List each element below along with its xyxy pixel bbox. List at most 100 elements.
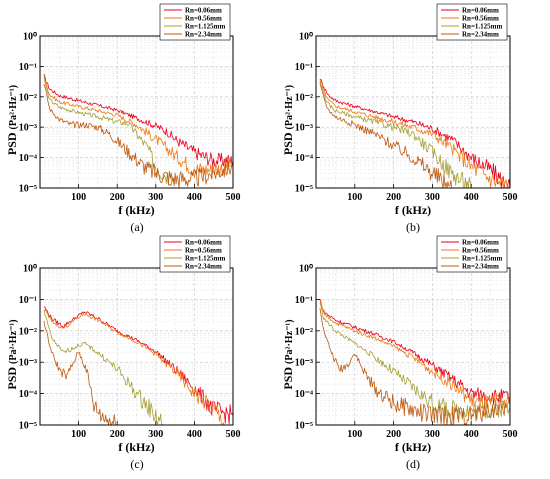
- y-tick-label: 10⁻³: [19, 358, 37, 369]
- legend-entry: Rn=0.06mm: [185, 239, 222, 247]
- y-tick-label: 10⁻³: [295, 123, 313, 134]
- y-tick-label: 10⁻²: [19, 326, 37, 337]
- legend-entry: Rn=1.125mm: [185, 255, 226, 263]
- panel-caption: (a): [130, 220, 143, 234]
- y-axis-label-quantity: PSD: [281, 129, 295, 155]
- x-tick-label: 500: [226, 192, 241, 203]
- legend-entry: Rn=0.06mm: [185, 7, 222, 15]
- x-axis-label: f (kHz): [118, 440, 154, 454]
- y-tick-label: 10⁻⁵: [19, 184, 37, 195]
- y-tick-label: 10⁻¹: [19, 295, 37, 306]
- legend-entry: Rn=1.125mm: [462, 23, 503, 31]
- series-line-1: [319, 78, 511, 189]
- x-tick-label: 400: [187, 429, 202, 440]
- legend-entry: Rn=0.56mm: [185, 15, 222, 23]
- legend-entry: Rn=0.56mm: [462, 247, 499, 255]
- x-tick-label: 500: [503, 192, 518, 203]
- legend-entry: Rn=0.56mm: [185, 247, 222, 255]
- y-tick-label: 10⁻⁴: [19, 389, 37, 400]
- series-line-4: [43, 320, 118, 426]
- y-tick-label: 10⁰: [23, 264, 37, 275]
- series-line-2: [43, 309, 226, 426]
- y-axis-label: PSD (Pa²·Hz⁻¹): [281, 85, 295, 155]
- series-line-1: [319, 298, 511, 405]
- x-tick-label: 400: [187, 192, 202, 203]
- legend-entry: Rn=1.125mm: [185, 23, 226, 31]
- panel-caption: (d): [406, 457, 420, 471]
- x-tick-label: 200: [110, 429, 125, 440]
- chart-panel-c: 100 200 300 400 500 10⁻⁵ 10⁻⁴ 10⁻³ 10⁻² 10⁻¹ 10⁰ f …: [5, 235, 241, 471]
- y-tick-label: 10⁻¹: [19, 62, 37, 73]
- y-axis-label-quantity: PSD: [281, 364, 295, 390]
- x-tick-label: 200: [386, 192, 401, 203]
- y-tick-label: 10⁻⁵: [295, 421, 313, 432]
- x-tick-label: 100: [71, 429, 86, 440]
- panel-caption: (c): [130, 457, 143, 471]
- y-axis-label: PSD (Pa²·Hz⁻¹): [5, 319, 19, 389]
- panel-caption: (b): [406, 220, 420, 234]
- y-axis-label: PSD (Pa²·Hz⁻¹): [5, 85, 19, 155]
- y-axis-label-quantity: PSD: [5, 129, 19, 155]
- y-tick-label: 10⁰: [23, 32, 37, 43]
- y-tick-label: 10⁻¹: [295, 62, 313, 73]
- x-tick-label: 300: [148, 192, 163, 203]
- x-tick-label: 300: [425, 429, 440, 440]
- y-tick-label: 10⁻⁴: [295, 153, 313, 164]
- x-axis-label: f (kHz): [395, 440, 431, 454]
- series-line-4: [319, 307, 511, 426]
- legend-entry: Rn=2.34mm: [185, 31, 222, 39]
- y-tick-label: 10⁻²: [295, 326, 313, 337]
- legend-entry: Rn=2.34mm: [462, 263, 499, 271]
- series-line-2: [319, 299, 511, 409]
- plot-frame: [315, 35, 511, 189]
- x-axis-label: f (kHz): [395, 203, 431, 217]
- x-axis-label: f (kHz): [118, 203, 154, 217]
- series-line-4: [319, 83, 453, 189]
- y-tick-label: 10⁻⁵: [19, 421, 37, 432]
- grid: [316, 36, 510, 189]
- y-tick-label: 10⁻²: [295, 92, 313, 103]
- series-line-3: [43, 310, 164, 426]
- series-line-1: [43, 73, 234, 167]
- chart-panel-b: 100 200 300 400 500 10⁻⁵ 10⁻⁴ 10⁻³ 10⁻² 10⁻¹ 10⁰ f …: [281, 3, 518, 234]
- legend-entry: Rn=2.34mm: [185, 263, 222, 271]
- x-tick-label: 300: [425, 192, 440, 203]
- legend-entry: Rn=2.34mm: [462, 31, 499, 39]
- y-axis-label-units: (Pa²·Hz⁻¹): [284, 319, 295, 364]
- y-axis-label-quantity: PSD: [5, 364, 19, 390]
- plot-frame: [39, 35, 234, 189]
- y-tick-label: 10⁻³: [295, 358, 313, 369]
- y-tick-label: 10⁻⁴: [19, 153, 37, 164]
- x-tick-label: 200: [386, 429, 401, 440]
- x-tick-label: 500: [226, 429, 241, 440]
- y-tick-label: 10⁻¹: [295, 295, 313, 306]
- y-tick-label: 10⁰: [299, 264, 313, 275]
- x-tick-label: 100: [347, 429, 362, 440]
- series-line-4: [43, 83, 234, 189]
- x-tick-label: 500: [503, 429, 518, 440]
- y-axis-label-units: (Pa²·Hz⁻¹): [8, 319, 19, 364]
- chart-panel-d: 100 200 300 400 500 10⁻⁵ 10⁻⁴ 10⁻³ 10⁻² 10⁻¹ 10⁰ f …: [281, 235, 518, 471]
- legend-entry: Rn=0.06mm: [462, 7, 499, 15]
- y-tick-label: 10⁻³: [19, 123, 37, 134]
- y-tick-label: 10⁰: [299, 32, 313, 43]
- y-tick-label: 10⁻⁵: [295, 184, 313, 195]
- y-axis-label-units: (Pa²·Hz⁻¹): [8, 85, 19, 130]
- y-axis-label: PSD (Pa²·Hz⁻¹): [281, 319, 295, 389]
- y-tick-label: 10⁻²: [19, 92, 37, 103]
- x-tick-label: 100: [71, 192, 86, 203]
- series-line-3: [319, 81, 472, 189]
- series-line-2: [319, 79, 510, 189]
- x-tick-label: 100: [347, 192, 362, 203]
- y-axis-label-units: (Pa²·Hz⁻¹): [284, 85, 295, 130]
- x-tick-label: 200: [110, 192, 125, 203]
- grid: [316, 268, 510, 426]
- legend-entry: Rn=0.06mm: [462, 239, 499, 247]
- plot-frame: [39, 267, 234, 426]
- x-tick-label: 300: [148, 429, 163, 440]
